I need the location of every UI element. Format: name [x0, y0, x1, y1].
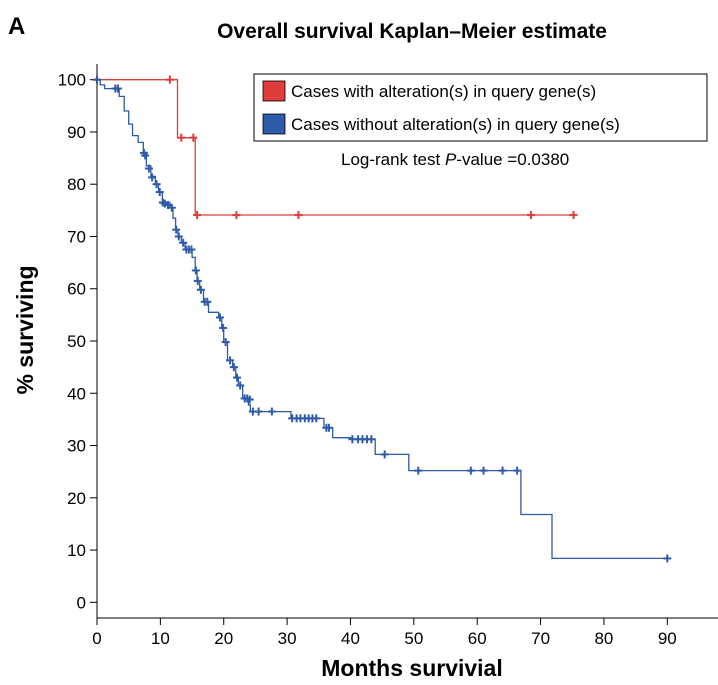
- legend-item-with-alteration: Cases with alteration(s) in query gene(s…: [262, 80, 596, 102]
- y-tick-label: 100: [58, 71, 86, 90]
- y-tick-label: 0: [77, 593, 86, 612]
- censor-mark: [189, 133, 198, 142]
- x-tick-label: 80: [594, 629, 613, 648]
- censor-mark: [152, 180, 161, 189]
- censor-mark: [294, 211, 303, 220]
- y-tick-label: 30: [67, 437, 86, 456]
- x-tick-label: 40: [341, 629, 360, 648]
- censor-mark: [179, 238, 188, 247]
- censor-mark: [193, 211, 202, 220]
- censor-mark: [144, 164, 153, 173]
- legend-swatch-without-alteration: [262, 113, 286, 135]
- x-tick-label: 30: [278, 629, 297, 648]
- censor-mark: [215, 313, 224, 322]
- legend-swatch-with-alteration: [262, 80, 286, 102]
- censor-mark: [479, 466, 488, 475]
- censor-mark: [155, 188, 164, 197]
- chart-title: Overall survival Kaplan–Meier estimate: [217, 20, 607, 43]
- censor-mark: [527, 211, 536, 220]
- series-without-alteration: [93, 75, 672, 563]
- censor-mark: [569, 211, 578, 220]
- censor-mark: [466, 466, 475, 475]
- y-tick-label: 40: [67, 384, 86, 403]
- censor-mark: [165, 75, 174, 84]
- censor-mark: [236, 381, 245, 390]
- x-tick-label: 90: [658, 629, 677, 648]
- x-tick-label: 50: [404, 629, 423, 648]
- y-tick-label: 90: [67, 123, 86, 142]
- plot-area: [93, 75, 672, 563]
- censor-mark: [167, 203, 176, 212]
- censor-mark: [380, 450, 389, 459]
- censor-mark: [267, 407, 276, 416]
- censor-mark: [414, 466, 423, 475]
- x-tick-label: 70: [531, 629, 550, 648]
- legend-box: [253, 73, 708, 142]
- censor-mark: [254, 407, 263, 416]
- censor-mark: [177, 133, 186, 142]
- x-ticks: 0 10 20 30 40 50 60 70 80 90: [92, 618, 677, 648]
- x-axis-title: Months survivial: [321, 655, 502, 681]
- censor-mark: [187, 245, 196, 254]
- y-tick-label: 10: [67, 541, 86, 560]
- censor-mark: [232, 211, 241, 220]
- censor-mark: [141, 151, 150, 160]
- censor-mark: [219, 323, 228, 332]
- y-ticks: 0 10 20 30 40 50 60 70 80 90 100: [58, 71, 97, 612]
- x-tick-label: 10: [151, 629, 170, 648]
- x-tick-label: 20: [214, 629, 233, 648]
- y-tick-label: 50: [67, 332, 86, 351]
- y-tick-label: 20: [67, 489, 86, 508]
- censor-mark: [93, 75, 101, 84]
- censor-mark: [312, 414, 321, 423]
- censor-mark: [245, 395, 254, 404]
- series-with-alteration: [93, 75, 578, 220]
- censor-mark: [221, 338, 230, 347]
- legend-label-without-alteration: Cases without alteration(s) in query gen…: [291, 115, 620, 134]
- censor-mark: [193, 276, 202, 285]
- censor-mark: [203, 297, 212, 306]
- censor-mark: [172, 225, 181, 234]
- censor-mark: [148, 173, 157, 182]
- legend-label-with-alteration: Cases with alteration(s) in query gene(s…: [291, 82, 596, 101]
- censor-mark: [513, 466, 522, 475]
- y-tick-label: 60: [67, 280, 86, 299]
- legend: Cases with alteration(s) in query gene(s…: [253, 73, 708, 142]
- axes: 0 10 20 30 40 50 60 70 80 90 100 0 10 20 30 40 50 60 70 80…: [58, 64, 718, 648]
- censor-mark: [174, 232, 183, 241]
- y-axis-title: % surviving: [12, 265, 38, 394]
- survival-curve-with-alteration: [97, 79, 574, 216]
- censor-mark: [663, 554, 672, 563]
- censor-mark: [498, 466, 507, 475]
- logrank-annotation: Log-rank test P-value =0.0380: [341, 150, 569, 169]
- censor-mark: [324, 423, 333, 432]
- censor-mark: [113, 84, 122, 93]
- y-tick-label: 70: [67, 227, 86, 246]
- y-tick-label: 80: [67, 175, 86, 194]
- legend-item-without-alteration: Cases without alteration(s) in query gen…: [262, 113, 620, 135]
- censor-mark: [229, 363, 238, 372]
- censor-mark: [191, 266, 200, 275]
- censor-mark: [233, 373, 242, 382]
- censor-mark: [367, 435, 376, 444]
- censor-mark: [196, 285, 205, 294]
- x-tick-label: 0: [92, 629, 101, 648]
- panel-label: A: [8, 13, 25, 40]
- censor-mark: [226, 356, 235, 365]
- x-tick-label: 60: [468, 629, 487, 648]
